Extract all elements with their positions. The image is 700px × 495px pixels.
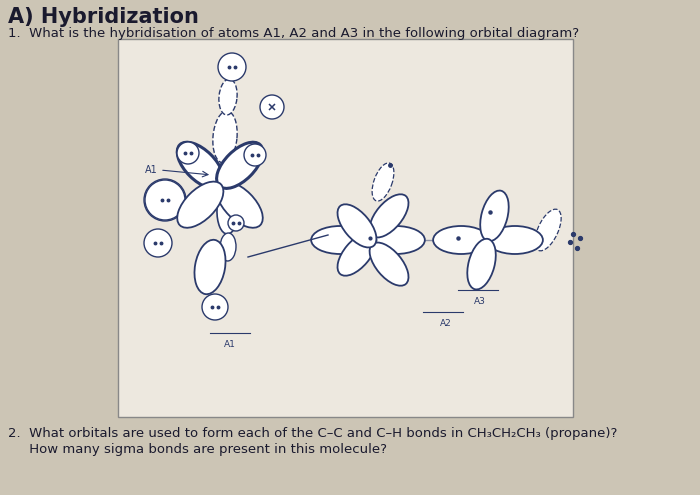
Ellipse shape bbox=[177, 182, 223, 228]
Ellipse shape bbox=[367, 226, 425, 254]
Circle shape bbox=[218, 53, 246, 81]
Ellipse shape bbox=[195, 240, 225, 294]
Text: A3: A3 bbox=[474, 297, 486, 306]
Circle shape bbox=[145, 180, 185, 220]
Text: A) Hybridization: A) Hybridization bbox=[8, 7, 199, 27]
Ellipse shape bbox=[144, 179, 186, 221]
Circle shape bbox=[260, 95, 284, 119]
Ellipse shape bbox=[177, 142, 223, 189]
Ellipse shape bbox=[372, 163, 394, 201]
Ellipse shape bbox=[216, 182, 262, 228]
Ellipse shape bbox=[468, 239, 496, 290]
Ellipse shape bbox=[219, 79, 237, 115]
Text: 1.  What is the hybridisation of atoms A1, A2 and A3 in the following orbital di: 1. What is the hybridisation of atoms A1… bbox=[8, 27, 579, 40]
Ellipse shape bbox=[535, 209, 561, 251]
Bar bbox=[118, 39, 573, 417]
Ellipse shape bbox=[337, 204, 377, 248]
Ellipse shape bbox=[433, 226, 489, 254]
Ellipse shape bbox=[217, 186, 239, 234]
Ellipse shape bbox=[312, 226, 369, 254]
Ellipse shape bbox=[213, 111, 237, 163]
Text: A2: A2 bbox=[440, 319, 452, 328]
Ellipse shape bbox=[220, 233, 236, 261]
Ellipse shape bbox=[370, 243, 409, 286]
Ellipse shape bbox=[216, 142, 262, 189]
Circle shape bbox=[202, 294, 228, 320]
Text: A1: A1 bbox=[145, 165, 158, 175]
Text: 2.  What orbitals are used to form each of the C–C and C–H bonds in CH₃CH₂CH₃ (p: 2. What orbitals are used to form each o… bbox=[8, 427, 617, 440]
Circle shape bbox=[177, 142, 199, 164]
Circle shape bbox=[228, 215, 244, 231]
Text: How many sigma bonds are present in this molecule?: How many sigma bonds are present in this… bbox=[8, 443, 387, 456]
Ellipse shape bbox=[370, 194, 409, 238]
Circle shape bbox=[244, 144, 266, 166]
Ellipse shape bbox=[337, 233, 377, 276]
Ellipse shape bbox=[480, 191, 509, 241]
Circle shape bbox=[144, 229, 172, 257]
Ellipse shape bbox=[487, 226, 543, 254]
Text: A1: A1 bbox=[224, 340, 236, 349]
